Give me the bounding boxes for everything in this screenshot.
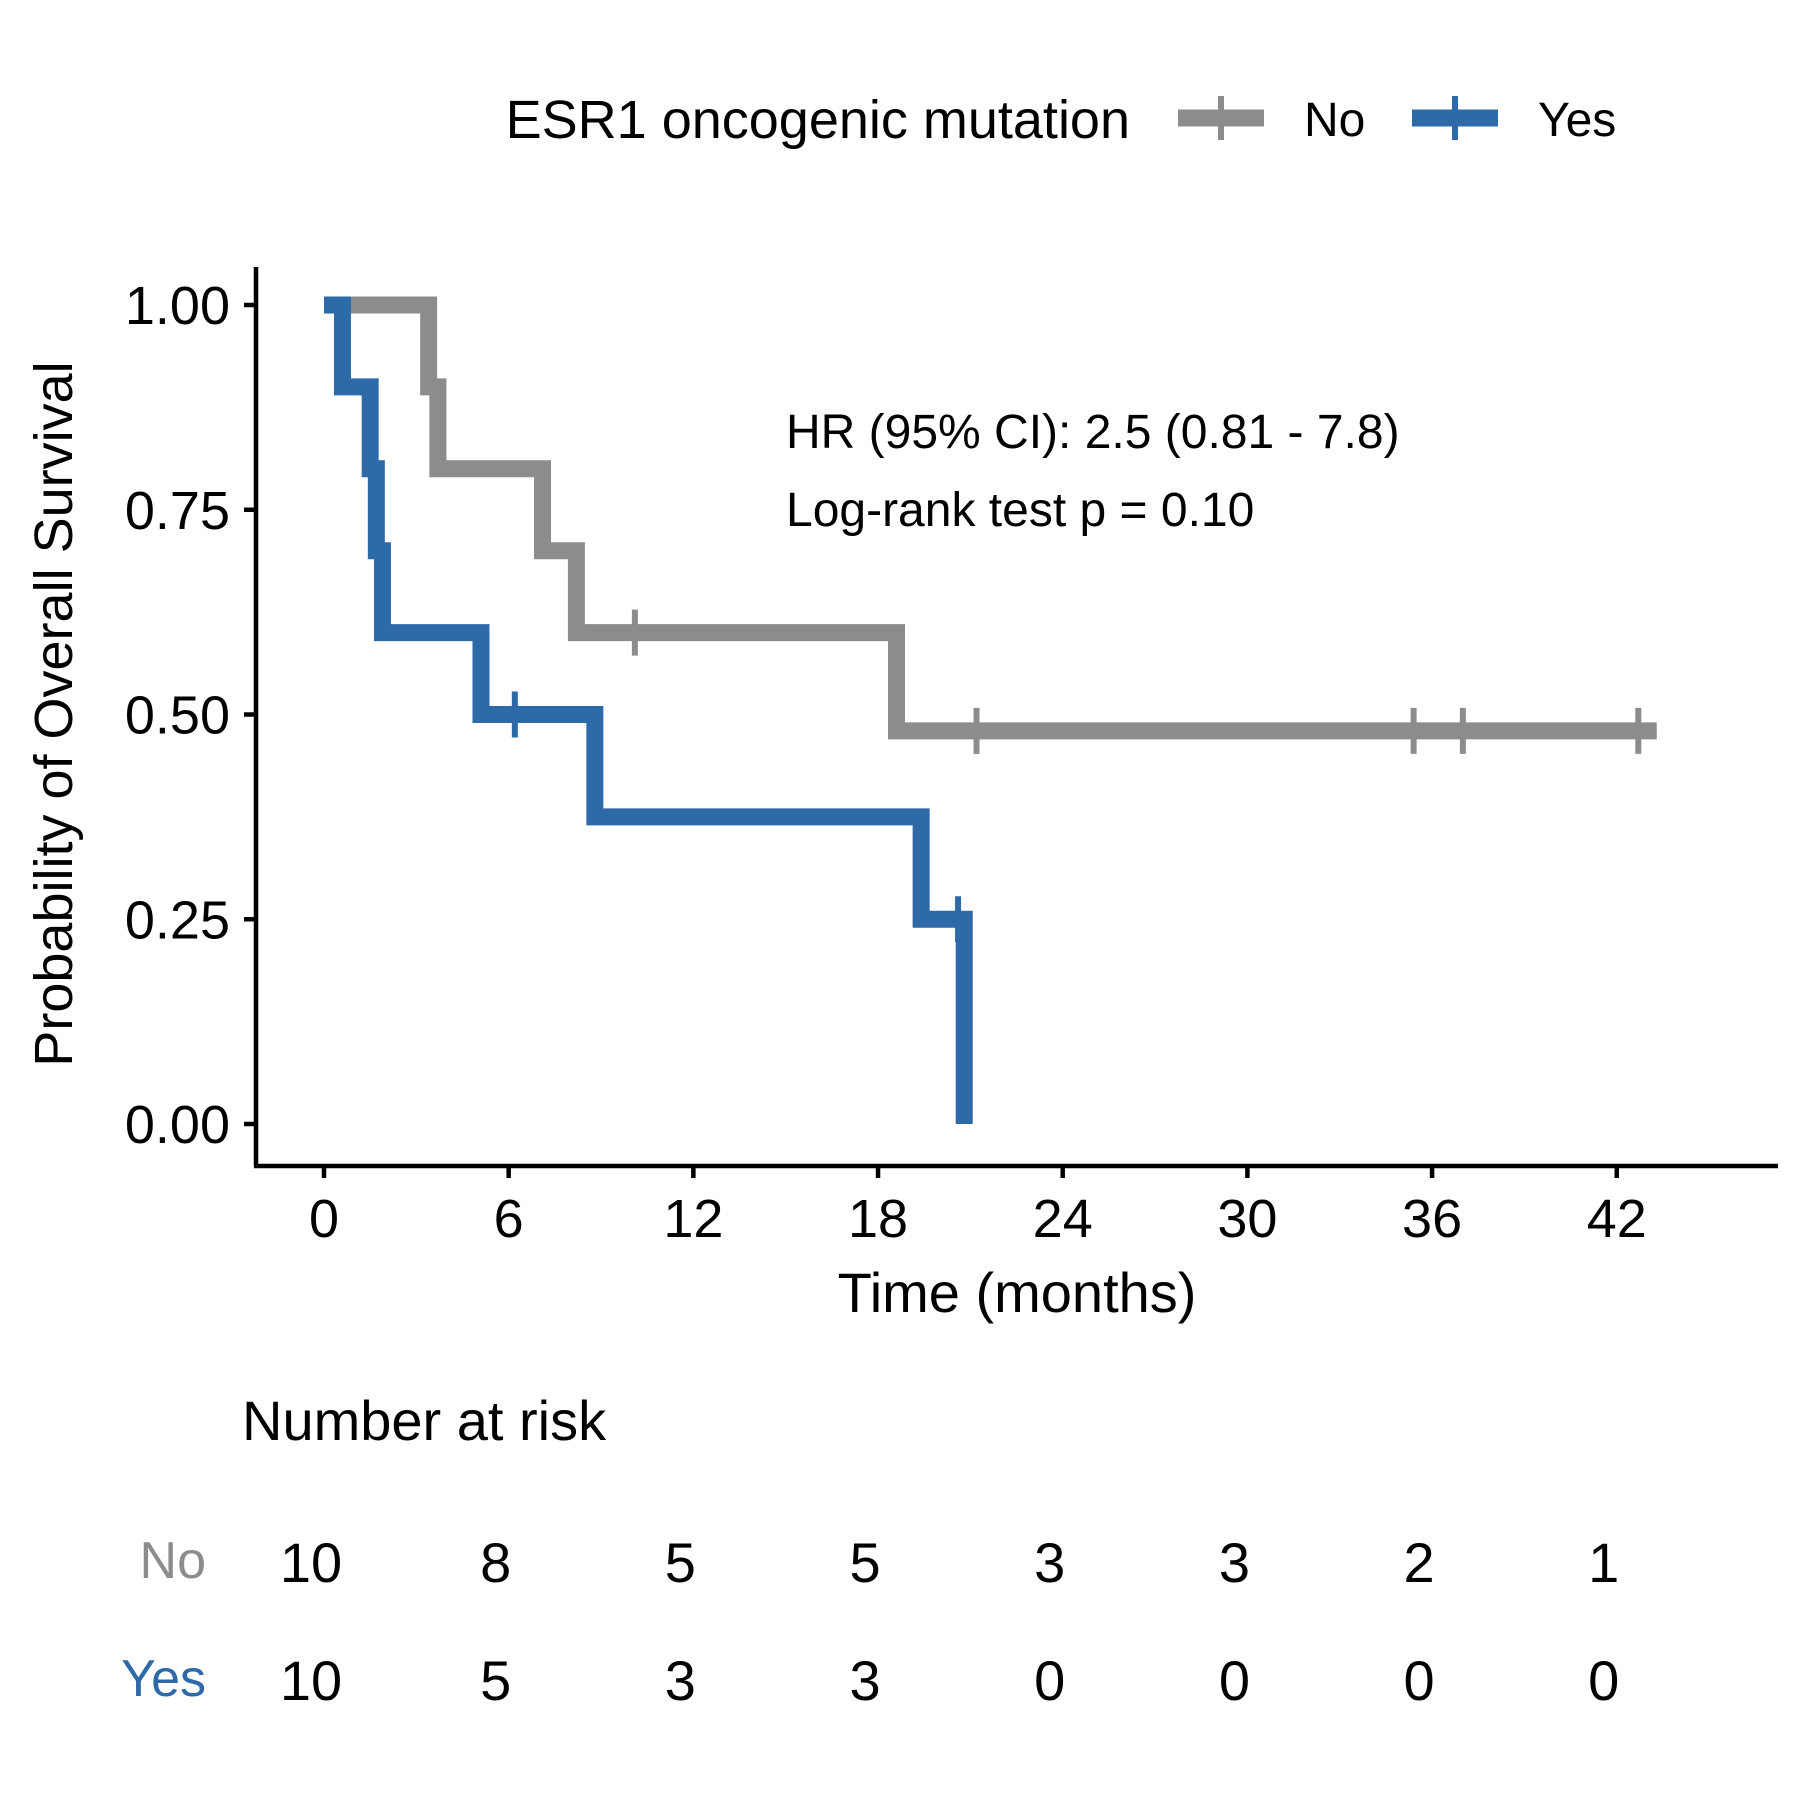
annotation-logrank: Log-rank test p = 0.10: [786, 484, 1254, 537]
risk-table: Number at risk No 10 8 5 5 3 3 2 1 Yes 10 5 3 3 0 0 0 0: [121, 1389, 1619, 1712]
survival-curves: [324, 296, 1657, 1124]
risk-value-yes: 0: [1588, 1649, 1619, 1712]
risk-value-no: 3: [1219, 1531, 1250, 1594]
x-axis-label: Time (months): [838, 1261, 1197, 1324]
x-tick-label: 24: [1033, 1189, 1093, 1249]
y-tick-label: 0.25: [125, 890, 230, 950]
x-tick-label: 36: [1402, 1189, 1462, 1249]
risk-value-no: 5: [849, 1531, 880, 1594]
risk-value-yes: 10: [280, 1649, 342, 1712]
risk-value-no: 5: [665, 1531, 696, 1594]
x-tick-label: 12: [663, 1189, 723, 1249]
axes: 0.00 0.25 0.50 0.75 1.00 0 6 12 18 24 30 36 42: [125, 267, 1778, 1249]
curve-no: [324, 296, 1657, 740]
risk-value-yes: 5: [480, 1649, 511, 1712]
risk-value-yes: 3: [849, 1649, 880, 1712]
risk-table-rows: No 10 8 5 5 3 3 2 1 Yes 10 5 3 3 0 0 0 0: [121, 1531, 1619, 1712]
legend-title: ESR1 oncogenic mutation: [506, 90, 1130, 150]
risk-value-no: 8: [480, 1531, 511, 1594]
annotation-hr: HR (95% CI): 2.5 (0.81 - 7.8): [786, 406, 1400, 459]
x-tick-label: 0: [309, 1189, 339, 1249]
legend-label-no: No: [1304, 94, 1365, 147]
y-ticks: 0.00 0.25 0.50 0.75 1.00: [125, 276, 256, 1155]
y-tick-label: 1.00: [125, 276, 230, 336]
risk-value-no: 1: [1588, 1531, 1619, 1594]
risk-value-yes: 0: [1219, 1649, 1250, 1712]
y-tick-label: 0.50: [125, 686, 230, 746]
curve-yes: [324, 296, 973, 1124]
legend-label-yes: Yes: [1538, 94, 1616, 147]
risk-row-label-no: No: [140, 1532, 206, 1590]
x-tick-label: 6: [494, 1189, 524, 1249]
legend: ESR1 oncogenic mutation No Yes: [506, 90, 1617, 150]
annotations: HR (95% CI): 2.5 (0.81 - 7.8) Log-rank t…: [786, 406, 1400, 537]
risk-value-yes: 0: [1034, 1649, 1065, 1712]
x-tick-label: 18: [848, 1189, 908, 1249]
risk-table-title: Number at risk: [242, 1389, 607, 1452]
risk-value-yes: 3: [665, 1649, 696, 1712]
legend-entries: No Yes: [1178, 94, 1616, 147]
y-tick-label: 0.00: [125, 1095, 230, 1155]
x-tick-label: 30: [1217, 1189, 1277, 1249]
risk-row-label-yes: Yes: [121, 1650, 206, 1708]
y-tick-label: 0.75: [125, 481, 230, 541]
risk-value-no: 3: [1034, 1531, 1065, 1594]
risk-value-no: 10: [280, 1531, 342, 1594]
risk-value-no: 2: [1404, 1531, 1435, 1594]
y-axis-label: Probability of Overall Survival: [24, 361, 84, 1066]
risk-value-yes: 0: [1404, 1649, 1435, 1712]
x-tick-label: 42: [1587, 1189, 1647, 1249]
x-ticks: 0 6 12 18 24 30 36 42: [309, 1166, 1647, 1249]
